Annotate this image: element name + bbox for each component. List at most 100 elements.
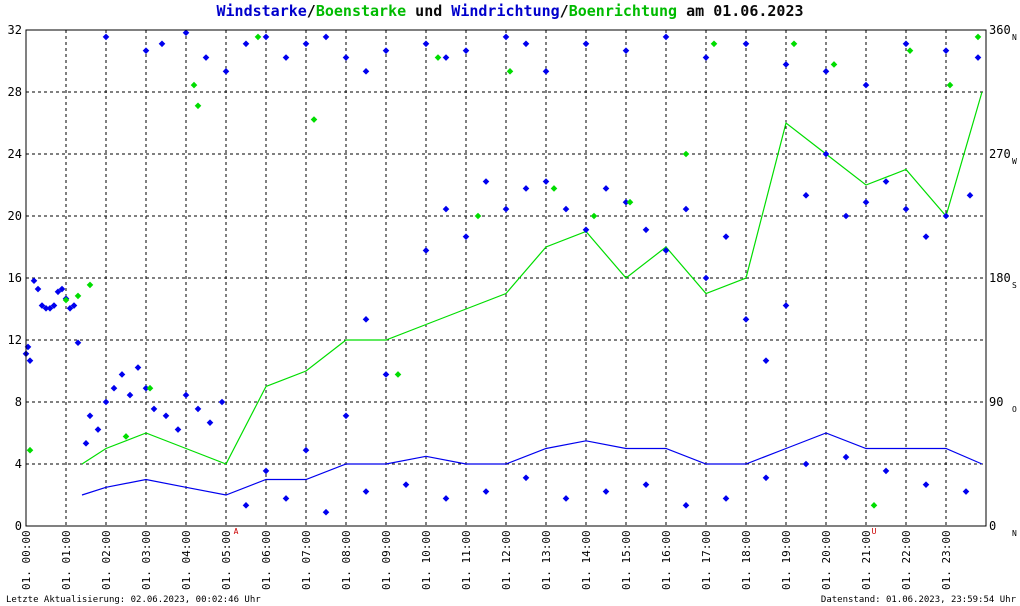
direction-point-windrichtung [522, 185, 530, 192]
x-tick-label: 01. 06:00 [260, 530, 273, 590]
x-tick-label: 01. 00:00 [20, 530, 33, 590]
direction-point-windrichtung [862, 81, 870, 89]
direction-point-boenrichtung [946, 81, 954, 89]
direction-point-boenrichtung [194, 102, 202, 110]
direction-point-windrichtung [382, 47, 390, 54]
direction-point-boenrichtung [62, 296, 70, 304]
direction-point-windrichtung [194, 405, 202, 413]
x-tick-label: 01. 03:00 [140, 530, 153, 590]
direction-point-boenrichtung [146, 384, 154, 392]
direction-point-windrichtung [862, 198, 870, 206]
x-tick-label: 01. 12:00 [500, 530, 513, 590]
direction-point-windrichtung [110, 384, 118, 392]
x-tick-label: 01. 17:00 [700, 530, 713, 590]
direction-point-windrichtung [602, 488, 610, 495]
direction-point-windrichtung [822, 150, 830, 158]
direction-point-windrichtung [70, 302, 78, 309]
direction-point-windrichtung [102, 33, 110, 41]
direction-point-windrichtung [322, 33, 330, 41]
direction-point-windrichtung [822, 68, 830, 75]
direction-point-windrichtung [522, 474, 530, 482]
chart-title: Windstarke/Boenstarke und Windrichtung/B… [0, 2, 1020, 20]
direction-point-windrichtung [902, 205, 910, 213]
direction-point-windrichtung [206, 419, 214, 426]
series-line-windstarke [81, 432, 983, 496]
x-tick-label: 01. 10:00 [420, 530, 433, 590]
direction-point-windrichtung [74, 339, 82, 347]
y-tick-left: 4 [15, 457, 22, 471]
direction-point-windrichtung [882, 178, 890, 185]
direction-point-windrichtung [682, 502, 690, 509]
direction-point-windrichtung [322, 508, 330, 516]
direction-point-boenrichtung [190, 81, 198, 89]
direction-point-boenrichtung [830, 61, 838, 68]
direction-point-windrichtung [662, 33, 670, 41]
last-update-text: Letzte Aktualisierung: 02.06.2023, 00:02… [6, 595, 261, 605]
direction-point-windrichtung [58, 285, 66, 293]
y-tick-right-dir: N [1012, 529, 1017, 538]
direction-point-windrichtung [842, 212, 850, 220]
direction-point-boenrichtung [506, 68, 514, 75]
direction-point-boenrichtung [310, 116, 318, 123]
direction-point-windrichtung [182, 29, 190, 37]
direction-point-windrichtung [562, 495, 570, 502]
title-gust-direction: Boenrichtung [568, 2, 678, 20]
direction-point-windrichtung [134, 364, 142, 371]
plot-frame [25, 29, 987, 527]
x-tick-label: 01. 04:00 [180, 530, 193, 590]
direction-point-windrichtung [118, 371, 126, 378]
direction-point-windrichtung [262, 33, 270, 41]
direction-point-boenrichtung [122, 433, 130, 440]
direction-point-windrichtung [66, 305, 74, 312]
direction-point-windrichtung [162, 412, 170, 420]
direction-point-windrichtung [142, 384, 150, 392]
direction-point-boenrichtung [626, 198, 634, 206]
direction-point-windrichtung [482, 488, 490, 495]
y-tick-right: 180 [989, 271, 1011, 285]
x-tick-label: 01. 08:00 [340, 530, 353, 590]
direction-point-boenrichtung [394, 371, 402, 378]
direction-point-windrichtung [34, 285, 42, 293]
direction-point-windrichtung [782, 61, 790, 68]
direction-point-windrichtung [742, 316, 750, 323]
y-tick-left: 12 [8, 333, 22, 347]
x-tick-label: 01. 20:00 [820, 530, 833, 590]
direction-point-windrichtung [402, 481, 410, 488]
direction-point-windrichtung [242, 40, 250, 48]
direction-point-windrichtung [38, 302, 46, 309]
direction-point-boenrichtung [86, 281, 94, 289]
direction-point-windrichtung [442, 54, 450, 61]
series-line-boenstarke [81, 91, 983, 465]
x-tick-label: 01. 13:00 [540, 530, 553, 590]
x-tick-label: 01. 05:00 [220, 530, 233, 590]
title-date: am 01.06.2023 [677, 2, 804, 20]
direction-point-windrichtung [762, 357, 770, 364]
direction-point-windrichtung [182, 391, 190, 399]
direction-point-windrichtung [142, 47, 150, 54]
direction-point-boenrichtung [550, 185, 558, 192]
direction-point-boenrichtung [26, 446, 34, 454]
title-gust: Boenstarke [315, 2, 407, 20]
event-marker-label: A [234, 527, 239, 536]
direction-point-boenrichtung [710, 40, 718, 48]
y-tick-right: 360 [989, 23, 1011, 37]
direction-point-windrichtung [502, 33, 510, 41]
y-tick-right-dir: W [1012, 157, 1017, 166]
direction-point-windrichtung [542, 178, 550, 185]
x-tick-label: 01. 02:00 [100, 530, 113, 590]
direction-point-windrichtung [462, 47, 470, 54]
x-tick-label: 01. 15:00 [620, 530, 633, 590]
title-direction: Windrichtung [451, 2, 560, 20]
title-sep-1: / [306, 2, 316, 20]
direction-point-windrichtung [46, 305, 54, 312]
event-marker-label: U [872, 527, 877, 536]
direction-point-windrichtung [542, 68, 550, 75]
y-tick-right: 90 [989, 395, 1003, 409]
direction-point-windrichtung [902, 40, 910, 48]
direction-point-windrichtung [942, 47, 950, 54]
direction-point-windrichtung [42, 305, 50, 312]
direction-point-boenrichtung [906, 47, 914, 54]
x-tick-label: 01. 21:00 [860, 530, 873, 590]
direction-point-windrichtung [642, 481, 650, 488]
